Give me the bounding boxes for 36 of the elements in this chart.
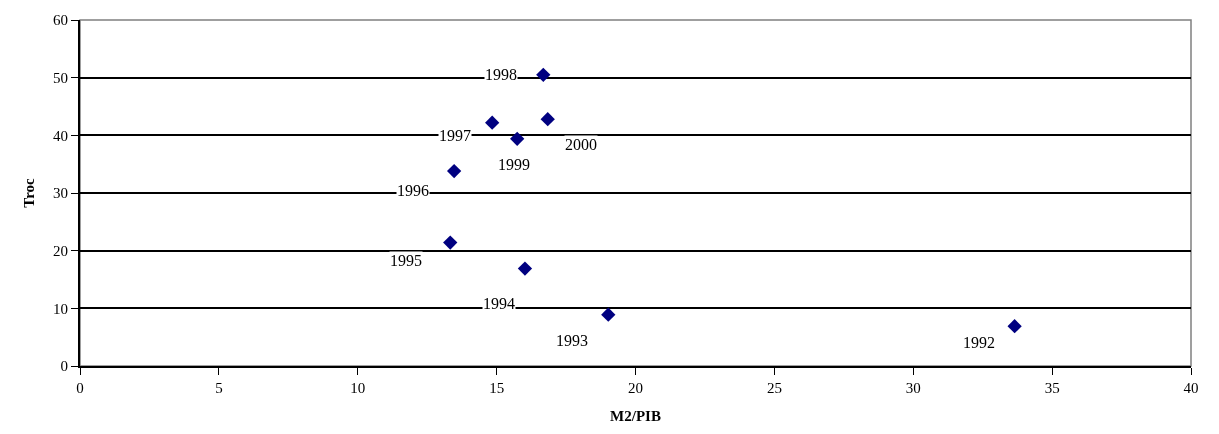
point	[510, 131, 525, 146]
y-axis-title: Troc	[20, 177, 37, 208]
y-tick-label: 30	[53, 185, 68, 202]
point	[485, 115, 500, 130]
point	[443, 235, 458, 250]
annotation: 1996	[397, 182, 429, 199]
annotation: 1992	[963, 334, 995, 351]
annotation: 1993	[556, 332, 588, 349]
point	[601, 307, 616, 322]
y-tick-label: 50	[53, 69, 68, 86]
x-axis-title: M2/PIB	[610, 407, 661, 424]
x-tick-label: 15	[489, 380, 505, 396]
x-tick-label: 20	[628, 380, 643, 396]
x-tick-label: 10	[350, 380, 366, 396]
annotation: 1999	[498, 156, 530, 173]
x-tick-label: 35	[1044, 380, 1060, 396]
x-tick-label: 40	[1183, 380, 1199, 396]
annotation: 1997	[439, 127, 471, 144]
x-tick-label: 0	[76, 380, 84, 396]
x-tick-label: 5	[215, 380, 223, 396]
annotation: 1994	[483, 295, 515, 312]
point	[517, 261, 533, 276]
y-tick-label: 60	[53, 12, 68, 29]
x-tick-label: 25	[766, 380, 782, 396]
annotation: 2000	[565, 136, 597, 153]
y-tick-label: 20	[53, 242, 68, 259]
point	[536, 67, 551, 82]
annotation: 1998	[485, 66, 517, 83]
x-tick-label: 30	[905, 380, 921, 396]
point	[540, 112, 555, 127]
y-tick-label: 10	[53, 300, 68, 317]
y-tick-label: 40	[53, 127, 68, 144]
point	[1007, 319, 1022, 334]
point	[446, 163, 462, 179]
annotation: 1995	[390, 252, 422, 269]
y-tick-label: 0	[60, 358, 68, 375]
